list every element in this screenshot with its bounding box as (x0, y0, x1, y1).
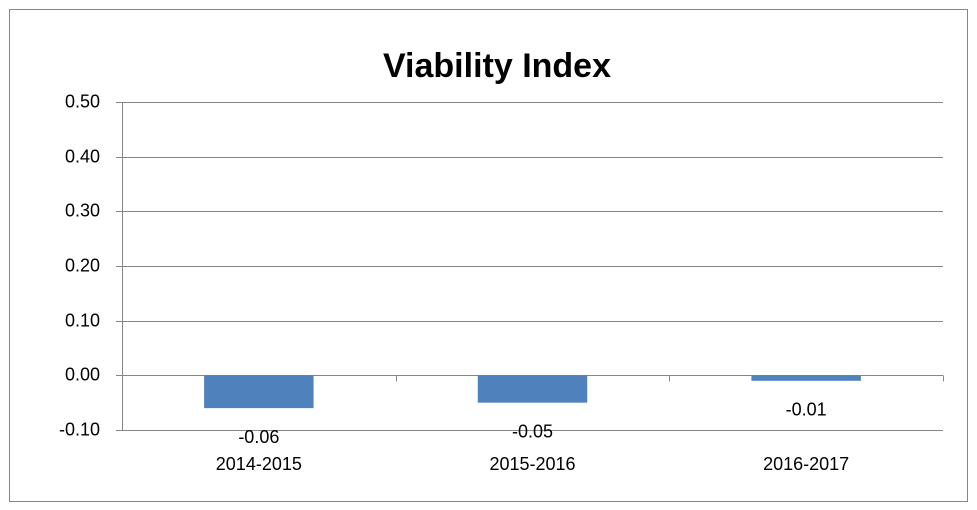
y-tick-label: 0.50 (65, 91, 100, 111)
bar (477, 375, 588, 403)
bar (751, 375, 861, 381)
x-tick-label: 2015-2016 (489, 454, 575, 474)
y-tick-label: 0.30 (65, 200, 100, 220)
chart-border (9, 9, 968, 502)
x-tick-label: 2014-2015 (216, 454, 302, 474)
x-tick-label: 2016-2017 (763, 454, 849, 474)
data-label: -0.01 (786, 400, 827, 420)
y-tick-label: 0.10 (65, 310, 100, 330)
chart-title: Viability Index (383, 47, 611, 85)
y-tick-label: -0.10 (59, 419, 100, 439)
y-tick-label: 0.20 (65, 255, 100, 275)
bar (204, 375, 314, 409)
data-label: -0.06 (238, 427, 279, 447)
y-tick-label: 0.40 (65, 146, 100, 166)
data-label: -0.05 (512, 421, 553, 441)
y-tick-label: 0.00 (65, 364, 100, 384)
